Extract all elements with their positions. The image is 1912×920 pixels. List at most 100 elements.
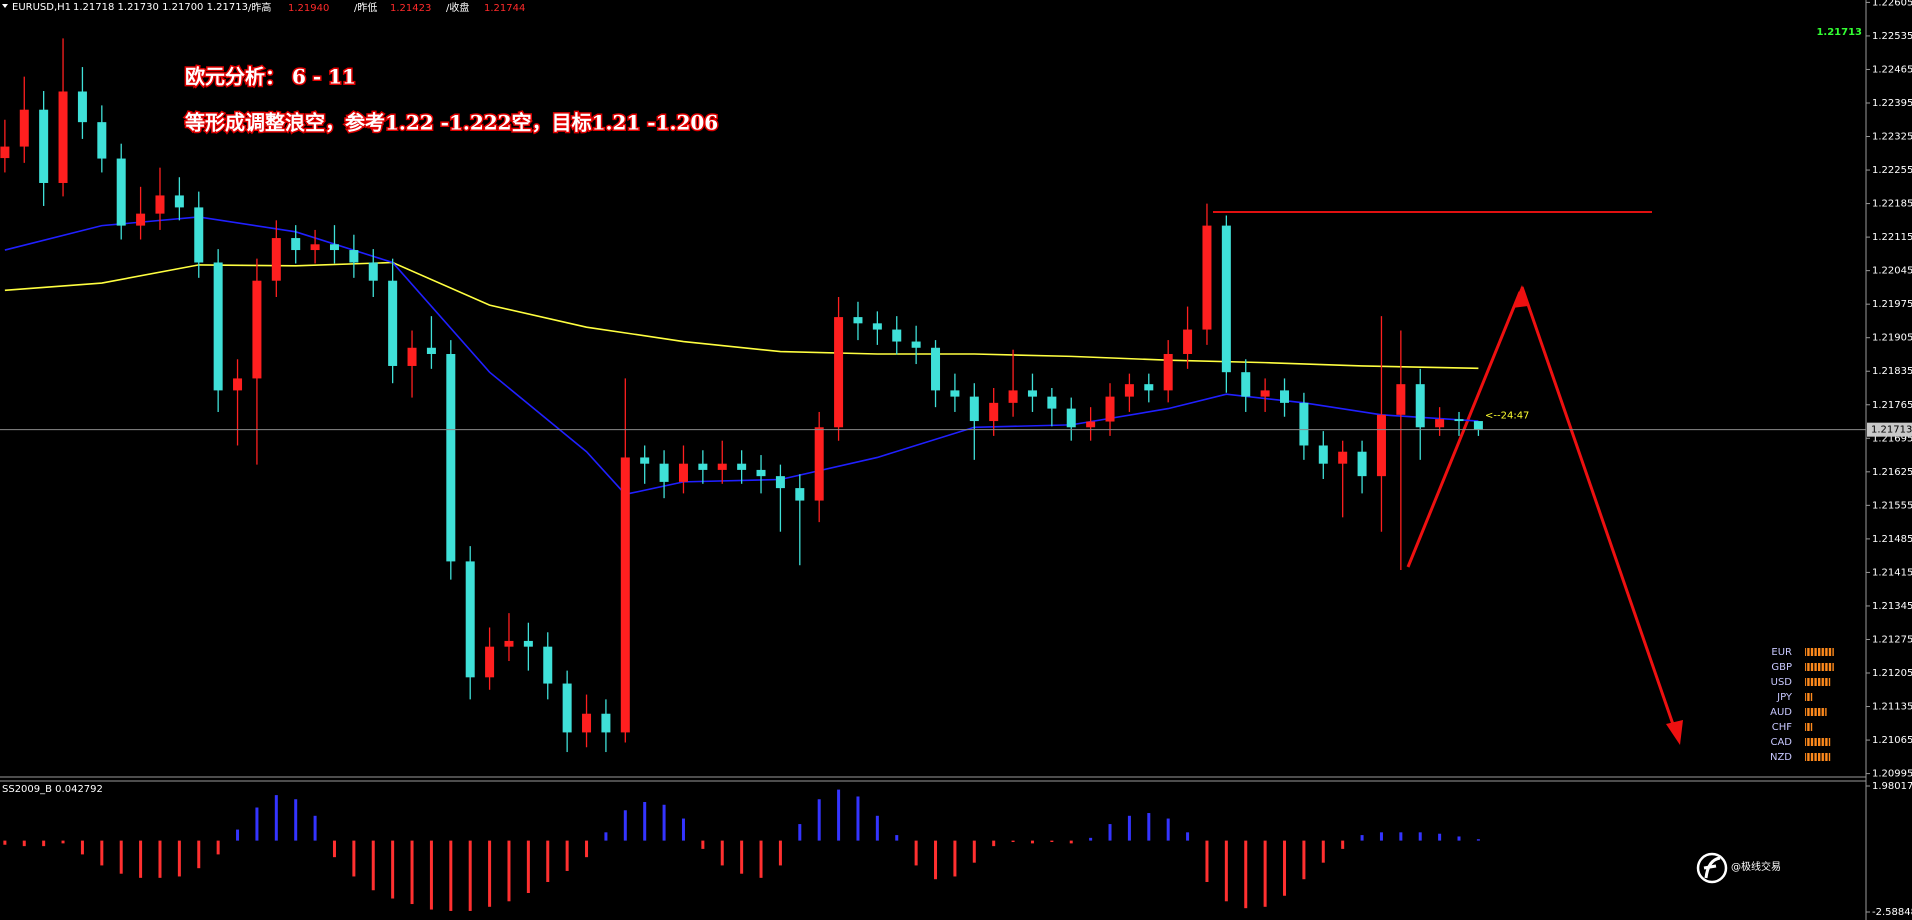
candle-body (1357, 451, 1367, 477)
indicator-title: SS2009_B 0.042792 (2, 784, 103, 795)
histogram-bar (216, 840, 220, 855)
candle-body (97, 122, 107, 159)
histogram-bar (546, 840, 550, 882)
histogram-bar (1457, 836, 1461, 841)
candle-body (911, 341, 921, 348)
stat-value: 1.21940 (288, 3, 329, 14)
candle-body (562, 683, 572, 733)
histogram-bar (623, 810, 627, 841)
histogram-bar (1011, 840, 1015, 842)
y-tick-label: 1.22395 (1872, 98, 1912, 109)
stat-label: /昨低 (354, 1, 377, 14)
histogram-bar (158, 840, 162, 878)
stat-label: /昨高 (248, 1, 271, 14)
candle-body (1376, 414, 1386, 477)
histogram-bar (778, 840, 782, 866)
histogram-bar (80, 840, 84, 855)
candle-body (136, 213, 146, 226)
strength-bar (1805, 693, 1813, 701)
candle-body (194, 207, 204, 263)
stat-value: 1.21423 (390, 3, 431, 14)
arrow-down (1520, 286, 1679, 737)
histogram-bar (604, 832, 608, 841)
candle-body (523, 640, 533, 647)
histogram-bar (914, 840, 918, 866)
histogram-bar (177, 840, 181, 877)
y-tick-label: 1.22605 (1872, 0, 1912, 8)
y-tick-label: 1.22465 (1872, 64, 1912, 75)
candle-body (77, 91, 87, 123)
moving-average (4, 261, 1479, 370)
arrow-head (1666, 720, 1683, 745)
histogram-bar (1438, 833, 1442, 841)
histogram-bar (1050, 840, 1054, 842)
histogram-bar (22, 840, 26, 847)
histogram-bar (1205, 840, 1209, 882)
candle-body (620, 457, 630, 733)
histogram-bar (100, 840, 104, 866)
histogram-bar (759, 840, 763, 878)
strength-bar (1805, 648, 1834, 656)
annotation: 等形成调整浪空，参考1.22 -1.222空，目标1.21 -1.206 (185, 111, 718, 135)
candle-body (58, 91, 68, 183)
y-tick-label: 1.21415 (1872, 567, 1912, 578)
candle-body (116, 158, 126, 226)
histogram-bar (1127, 815, 1131, 841)
histogram-bar (1379, 832, 1383, 841)
y-tick-label: 1.980173 (1872, 781, 1912, 792)
histogram-bar (294, 799, 298, 841)
histogram-bar (972, 840, 976, 863)
histogram-bar (720, 840, 724, 866)
y-tick-label: 1.21975 (1872, 299, 1912, 310)
candle-body (1027, 390, 1037, 397)
candle-body (717, 463, 727, 470)
y-tick-label: 1.21695 (1872, 433, 1912, 444)
candle-body (1163, 353, 1173, 391)
candle-body (1221, 225, 1231, 373)
candle-body (1183, 329, 1193, 354)
candle-body (1338, 451, 1348, 464)
candle-body (775, 476, 785, 489)
candle-body (1454, 419, 1464, 422)
y-tick-label: 1.21275 (1872, 634, 1912, 645)
histogram-bar (1089, 837, 1093, 841)
histogram-bar (837, 789, 841, 841)
histogram-bar (1224, 840, 1228, 902)
candle-body (640, 457, 650, 464)
strength-bar (1805, 708, 1827, 716)
strength-bar (1805, 738, 1831, 746)
candle-body (19, 109, 29, 147)
candle-body (1280, 390, 1290, 403)
strength-bar (1805, 753, 1831, 761)
histogram-bar (1166, 818, 1170, 841)
candle-body (543, 646, 553, 684)
y-tick-label: 1.20995 (1872, 769, 1912, 780)
candle-body (1415, 384, 1425, 428)
currency-label: NZD (1770, 752, 1792, 763)
histogram-bar (526, 840, 530, 894)
candle-body (1047, 396, 1057, 409)
candle-body (872, 323, 882, 330)
histogram-bar (643, 802, 647, 841)
currency-label: CAD (1770, 737, 1792, 748)
histogram-bar (1108, 824, 1112, 841)
histogram-bar (352, 840, 356, 877)
candle-body (931, 347, 941, 391)
candle-body (582, 713, 592, 733)
candle-body (698, 463, 708, 470)
histogram-bar (953, 840, 957, 877)
histogram-bar (856, 796, 860, 841)
histogram-bar (449, 840, 453, 911)
candle-body (737, 463, 747, 470)
histogram-bar (1418, 832, 1422, 841)
histogram-bar (1476, 839, 1480, 841)
moving-average (4, 216, 1479, 496)
candle-body (814, 427, 824, 501)
y-tick-label: 1.22255 (1872, 165, 1912, 176)
y-tick-label: 1.21065 (1872, 735, 1912, 746)
stat-value: 1.21744 (484, 3, 525, 14)
histogram-bar (1244, 840, 1248, 909)
candle-body (659, 463, 669, 482)
histogram-bar (1186, 832, 1190, 841)
